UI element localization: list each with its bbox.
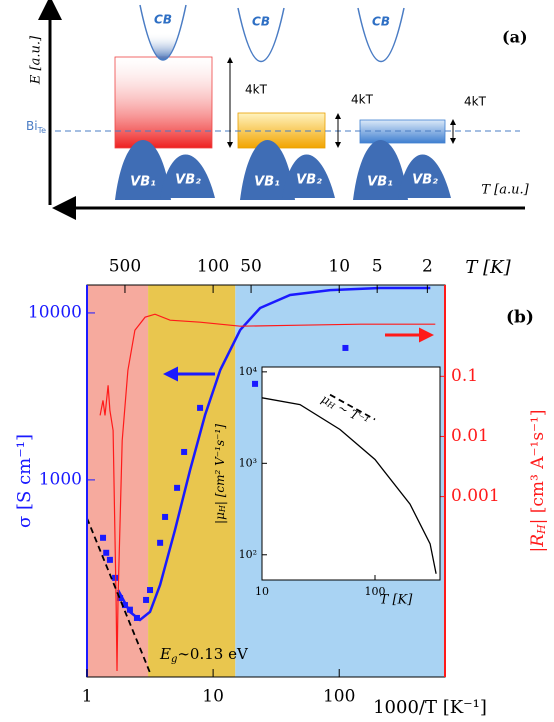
data-line [262, 397, 437, 574]
impurity-label: BiTe [26, 119, 46, 135]
y2-label-part: | [cm³ A⁻¹s⁻¹] [528, 410, 548, 525]
annotation: Eg∼0.13 eV [159, 645, 249, 665]
data-point [106, 556, 113, 563]
data-line [99, 313, 436, 672]
inset-frame [261, 366, 441, 581]
impurity-label-sub: Te [37, 126, 47, 135]
data-point [143, 596, 150, 603]
vb2-label: VB₂ [175, 173, 201, 188]
x2-tick-label: 10 [328, 257, 350, 277]
x2-tick-label: 2 [422, 257, 433, 277]
x-tick-label: 10 [255, 585, 269, 598]
inset-y-label-part: H [218, 504, 227, 513]
data-line [87, 517, 151, 674]
y2-tick-label: 0.01 [451, 426, 489, 446]
y-axis-label: σ [S cm⁻¹] [14, 434, 35, 528]
data-point [157, 539, 164, 546]
data-point [112, 574, 119, 581]
inset-x-label: T [K] [380, 593, 414, 608]
x-tick-label: 100 [365, 585, 386, 598]
impurity-label-main: Bi [26, 119, 38, 133]
vb1-label: VB₁ [254, 175, 280, 190]
conduction-band [139, 4, 187, 61]
cb-label: CB [154, 13, 172, 27]
data-line [116, 286, 431, 622]
valence-band-2 [282, 154, 335, 198]
x2-tick-label: 100 [197, 257, 229, 277]
vb1-label: VB₁ [130, 175, 156, 190]
data-point [252, 380, 259, 387]
annotation-part: E [159, 645, 171, 663]
x-axis-label: T [a.u.] [481, 183, 529, 198]
vb1-label: VB₁ [367, 175, 393, 190]
y2-axis-label: |RH| [cm³ A⁻¹s⁻¹] [528, 410, 549, 553]
y-tick-label: 1000 [39, 469, 82, 489]
x2-axis-label: T [K] [465, 257, 511, 278]
valence-band-1 [353, 140, 408, 200]
y2-label-part: H [535, 524, 548, 535]
cb-label: CB [252, 15, 270, 29]
region [148, 285, 236, 677]
data-point [100, 534, 107, 541]
x-tick-label: 10 [202, 687, 224, 707]
thermal-window [359, 119, 446, 144]
data-point [197, 404, 204, 411]
annotation-part: g [171, 654, 177, 665]
vb2-label: VB₂ [412, 173, 438, 188]
valence-band-2 [160, 154, 215, 198]
y-tick-label: 10³ [239, 456, 257, 469]
data-point [147, 587, 154, 594]
data-point [162, 513, 169, 520]
inset-y-label: |μH| [cm² V⁻¹s⁻¹] [213, 424, 228, 524]
x2-tick-label: 5 [372, 257, 383, 277]
plot-area [87, 286, 436, 674]
y2-tick-label: 0.001 [451, 486, 500, 506]
data-point [117, 595, 124, 602]
y2-label-part: |R [528, 534, 548, 553]
data-line [329, 393, 376, 421]
y-axis-label: E [a.u.] [29, 35, 44, 85]
band-group: CB VB₁ VB₂ 4kT [353, 7, 487, 200]
x-axis-label: 1000/T [K⁻¹] [373, 697, 487, 718]
cb-label: CB [372, 15, 390, 29]
gap-label: 4kT [351, 93, 374, 107]
y-tick-label: 10⁴ [239, 365, 258, 378]
panel-a: E [a.u.] T [a.u.] (a) BiTe CB VB₁ VB₂ 4k… [26, 0, 530, 220]
thermal-window [237, 112, 326, 149]
annotation-part: ∼0.13 eV [177, 645, 249, 663]
inset-y-label-part: | [cm² V⁻¹s⁻¹] [213, 424, 227, 505]
y-tick-label: 10² [239, 548, 257, 561]
valence-band-2 [398, 154, 451, 198]
gap-label: 4kT [464, 95, 487, 109]
x2-tick-label: 50 [240, 257, 262, 277]
panel-label: (b) [506, 308, 534, 328]
inset-plot-area [262, 393, 437, 574]
x-tick-label: 100 [323, 687, 355, 707]
inset: T [K] |μH| [cm² V⁻¹s⁻¹] μH ∼ T⁻¹ 10 10010… [213, 365, 441, 608]
data-point [174, 484, 181, 491]
data-point [342, 344, 349, 351]
conduction-band [357, 7, 405, 62]
gap-label: 4kT [245, 83, 268, 97]
band-group: CB VB₁ VB₂ 4kT [115, 4, 268, 200]
band-group: CB VB₁ VB₂ 4kT [237, 7, 374, 200]
inset-y-label-part: |μ [213, 512, 227, 524]
valence-band-1 [240, 140, 295, 200]
vb2-label: VB₂ [296, 173, 322, 188]
x2-tick-label: 500 [109, 257, 141, 277]
data-point [181, 448, 188, 455]
y-tick-label: 10000 [28, 302, 82, 322]
data-point [103, 549, 110, 556]
conduction-band [237, 7, 285, 62]
x-tick-label: 1 [82, 687, 93, 707]
valence-band-1 [115, 140, 171, 200]
thermal-window [114, 56, 213, 149]
y2-tick-label: 0.1 [451, 366, 478, 386]
panel-label: (a) [502, 28, 528, 47]
